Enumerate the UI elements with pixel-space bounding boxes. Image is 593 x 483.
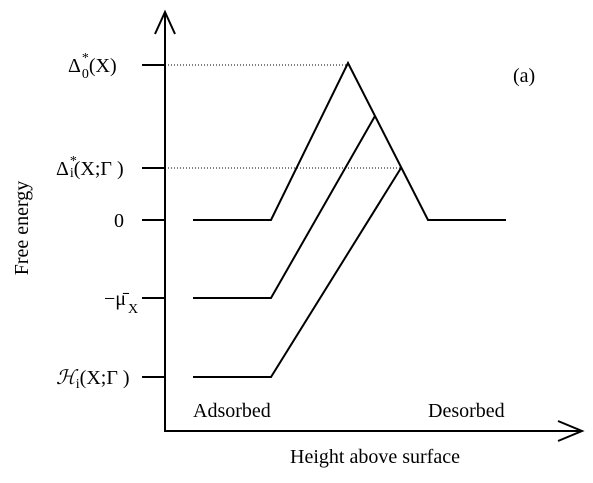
region-label: Desorbed (428, 400, 505, 422)
x-axis-label: Height above surface (290, 446, 460, 468)
profile-line (193, 167, 402, 378)
level-label: Δ* i(X;Γ ) (56, 154, 124, 181)
region-label: Adsorbed (193, 400, 271, 422)
level-label: Δ* 0(X) (68, 51, 117, 82)
level-label: −μ̄ X (104, 288, 138, 317)
profile-line (193, 115, 376, 299)
y-axis-label: Free energy (11, 181, 33, 276)
profile-line (193, 60, 506, 221)
panel-label: (a) (513, 65, 535, 87)
level-label: 0 (114, 210, 124, 232)
y-axis-arrow (154, 9, 176, 35)
level-label: ℋi(X;Γ ) (56, 367, 130, 392)
x-axis-arrow (557, 420, 585, 442)
